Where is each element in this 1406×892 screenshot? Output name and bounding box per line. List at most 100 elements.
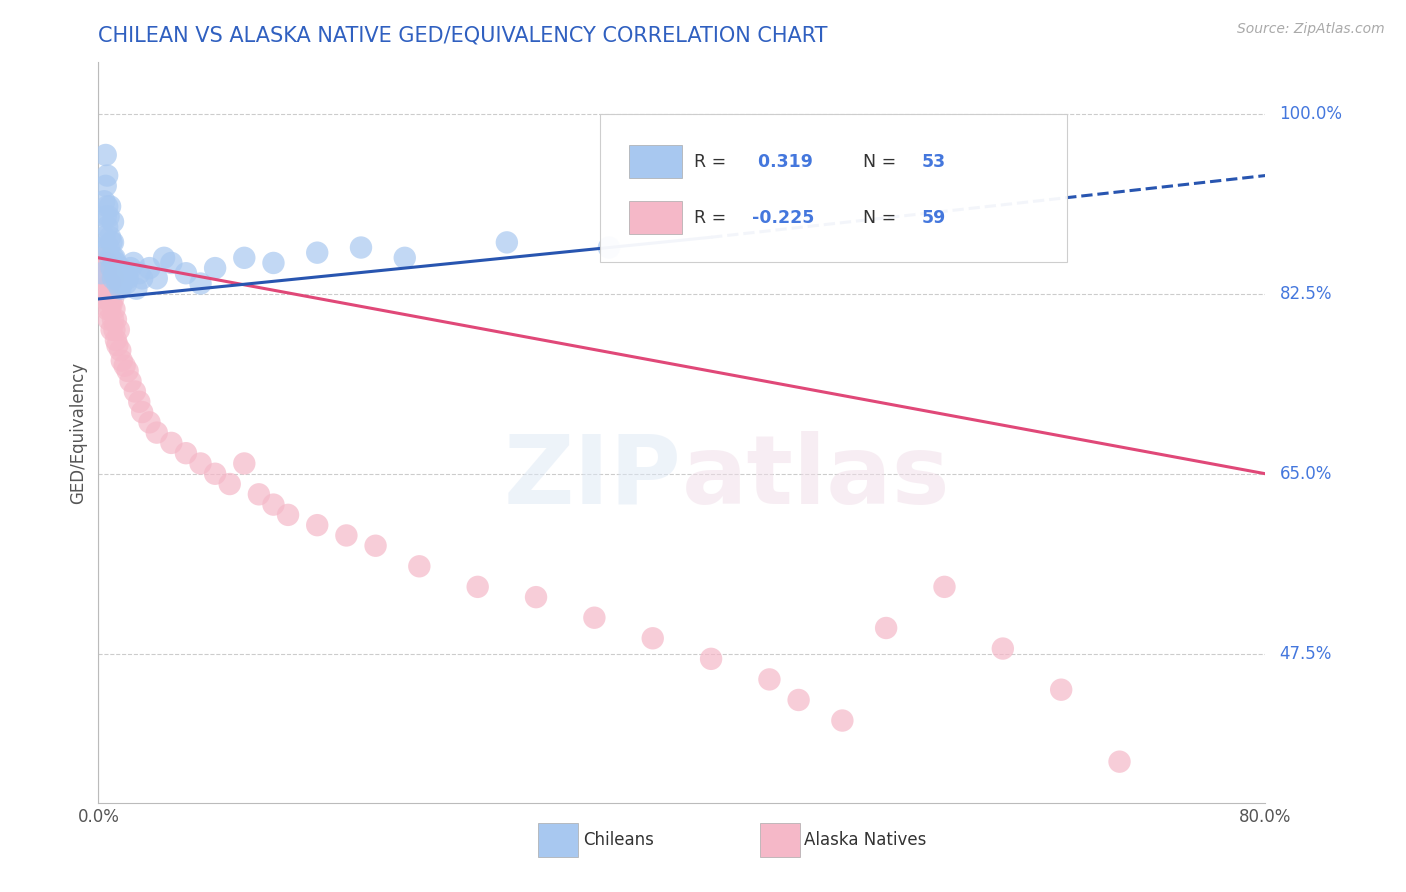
Point [138,415,160,429]
Point [233,457,256,471]
Point [104,271,127,285]
Point [101,271,124,285]
Point [364,539,387,553]
Point [97,292,120,306]
Point [262,256,284,270]
Point [97,240,120,255]
Point [174,266,197,280]
Point [115,277,138,291]
Point [104,256,127,270]
Point [96,256,118,270]
Point [117,271,139,285]
Text: -0.225: -0.225 [752,209,814,227]
Point [101,235,124,250]
Point [96,199,118,213]
Point [277,508,299,522]
Point [110,261,132,276]
Point [94,266,117,280]
Point [101,251,124,265]
Text: 47.5%: 47.5% [1279,645,1331,663]
Point [94,210,117,224]
Point [307,245,329,260]
Point [875,621,897,635]
Text: ZIP: ZIP [503,431,682,524]
FancyBboxPatch shape [538,822,578,857]
Text: Source: ZipAtlas.com: Source: ZipAtlas.com [1237,22,1385,37]
Point [160,436,183,450]
Point [104,333,127,347]
Text: CHILEAN VS ALASKA NATIVE GED/EQUIVALENCY CORRELATION CHART: CHILEAN VS ALASKA NATIVE GED/EQUIVALENCY… [98,26,828,45]
Point [93,251,115,265]
Point [103,251,125,265]
Point [94,148,117,162]
Point [120,374,142,388]
Point [583,610,606,624]
Point [98,302,121,317]
Point [96,282,118,296]
Point [117,364,139,378]
Point [641,632,664,646]
Point [103,323,125,337]
Point [335,528,357,542]
Text: 53: 53 [921,153,945,170]
Point [98,230,121,244]
Point [350,240,373,255]
Point [114,266,136,280]
Point [105,277,128,291]
Point [496,235,519,250]
Point [598,240,620,255]
Point [218,477,240,491]
Point [97,312,120,326]
Point [98,277,121,291]
Point [97,210,120,224]
Point [467,580,489,594]
FancyBboxPatch shape [630,201,682,235]
Point [96,169,118,183]
Point [100,235,122,250]
Point [103,266,125,280]
Point [93,230,115,244]
Text: N =: N = [863,153,901,170]
Point [1050,682,1073,697]
Text: R =: R = [693,209,731,227]
Point [91,271,114,285]
Point [128,266,150,280]
Text: Alaska Natives: Alaska Natives [804,830,927,849]
Point [204,261,226,276]
Point [103,302,125,317]
Text: Chileans: Chileans [582,830,654,849]
Point [104,312,127,326]
Point [110,282,132,296]
Point [262,498,284,512]
Point [120,261,142,276]
Point [831,714,853,728]
Point [758,673,780,687]
Point [190,457,212,471]
Point [108,266,131,280]
Text: 100.0%: 100.0% [1279,105,1343,123]
Point [96,219,118,234]
Point [934,580,956,594]
Point [408,559,430,574]
Text: N =: N = [863,209,901,227]
Point [787,693,810,707]
Point [111,277,134,291]
Point [204,467,226,481]
Point [91,240,114,255]
Point [111,353,134,368]
Point [138,261,160,276]
FancyBboxPatch shape [761,822,800,857]
Point [98,199,121,213]
Point [98,251,121,265]
Point [108,323,131,337]
Y-axis label: GED/Equivalency: GED/Equivalency [69,361,87,504]
Point [96,302,118,317]
Text: 65.0%: 65.0% [1279,465,1331,483]
Point [1108,755,1130,769]
Point [247,487,270,501]
Point [94,178,117,193]
Point [110,343,132,358]
Point [112,271,135,285]
Point [146,271,169,285]
Point [125,282,148,296]
